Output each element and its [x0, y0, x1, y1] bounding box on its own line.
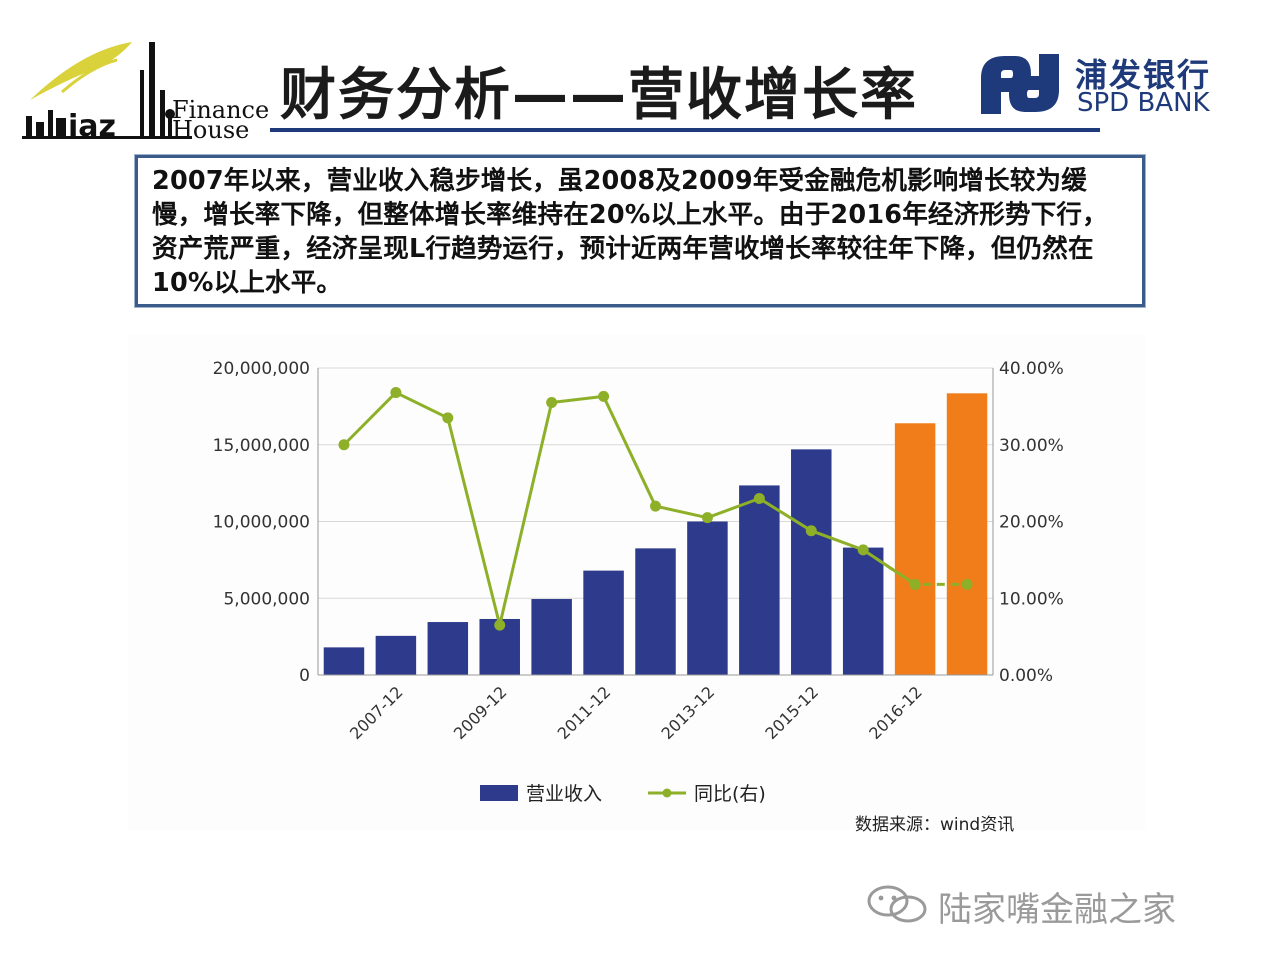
revenue-bar: [531, 599, 572, 675]
y-tick-label: 10,000,000: [213, 513, 310, 533]
yoy-point: [442, 412, 454, 424]
revenue-bar: [946, 393, 988, 675]
yoy-point: [753, 492, 765, 504]
wechat-icon: [867, 885, 927, 923]
revenue-bar: [791, 449, 832, 675]
finance-house-logo: iaz: [22, 30, 272, 144]
page-title: 财务分析——营收增长率: [280, 63, 918, 128]
yoy-point: [598, 390, 610, 402]
spd-bank-logo-icon: [981, 54, 1059, 114]
yoy-point: [546, 397, 558, 409]
y-tick-label: 15,000,000: [213, 436, 310, 456]
x-tick-label: 2015-12: [761, 682, 822, 743]
y-tick-label: 20,000,000: [213, 359, 310, 379]
yoy-point: [961, 578, 973, 590]
revenue-bar: [894, 423, 936, 675]
yoy-point: [338, 439, 350, 451]
summary-box: 2007年以来，营业收入稳步增长，虽2008及2009年受金融危机影响增长较为缓…: [135, 155, 1145, 307]
x-tick-label: 2011-12: [554, 682, 615, 743]
yoy-point: [909, 578, 921, 590]
yoy-point: [701, 512, 713, 524]
yoy-point: [805, 525, 817, 537]
y2-tick-label: 30.00%: [999, 436, 1064, 456]
yoy-line: [342, 390, 916, 626]
legend-bar-swatch: [480, 785, 518, 801]
y2-tick-label: 20.00%: [999, 513, 1064, 533]
legend-revenue-label: 营业收入: [526, 783, 602, 805]
y2-tick-label: 0.00%: [999, 666, 1053, 686]
revenue-bar: [842, 547, 884, 675]
bank-name-cn: 浦发银行: [1075, 56, 1212, 94]
revenue-bar: [323, 647, 365, 675]
y-tick-label: 0: [299, 666, 310, 686]
revenue-bar: [687, 521, 728, 675]
x-tick-label: 2013-12: [658, 682, 719, 743]
revenue-bar: [635, 548, 676, 675]
yoy-point: [390, 387, 402, 399]
revenue-bar: [375, 635, 417, 675]
watermark: 陆家嘴金融之家: [868, 882, 1176, 931]
title-underline: [270, 128, 1100, 132]
revenue-bar: [739, 485, 780, 675]
legend-line-marker: [662, 788, 672, 798]
finance-house-text: Finance House: [172, 96, 270, 144]
x-tick-label: 2007-12: [346, 682, 407, 743]
revenue-bar: [427, 622, 469, 675]
legend-yoy-label: 同比(右): [694, 783, 766, 805]
yoy-point: [494, 619, 506, 631]
skyline-logo-icon: iaz: [22, 42, 192, 144]
logo-word-2: House: [172, 116, 250, 144]
revenue-bar: [583, 570, 624, 675]
x-tick-label: 2016-12: [865, 682, 926, 743]
y-tick-label: 5,000,000: [223, 589, 310, 609]
yoy-point: [857, 544, 869, 556]
bank-name-en: SPD BANK: [1077, 88, 1210, 118]
summary-text: 2007年以来，营业收入稳步增长，虽2008及2009年受金融危机影响增长较为缓…: [152, 166, 1108, 298]
yoy-point: [650, 500, 661, 512]
source-note: 数据来源：wind资讯: [855, 815, 1015, 835]
y2-tick-label: 40.00%: [999, 359, 1064, 379]
watermark-text: 陆家嘴金融之家: [938, 890, 1176, 930]
x-tick-label: 2009-12: [450, 682, 511, 743]
y2-tick-label: 10.00%: [999, 589, 1064, 609]
logo-word-1: Finance: [172, 96, 270, 124]
